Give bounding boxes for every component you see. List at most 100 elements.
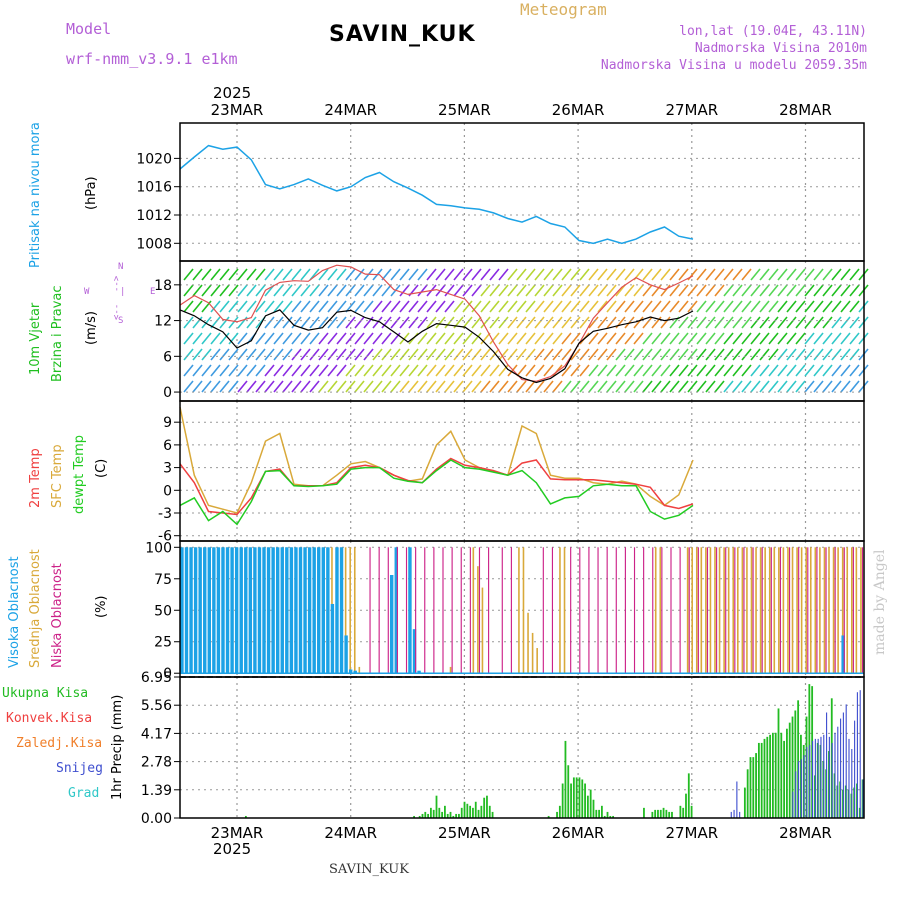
precip-total-bar bbox=[586, 795, 589, 818]
wind-barb bbox=[840, 348, 851, 361]
wind-barb bbox=[336, 332, 347, 345]
wind-barb bbox=[642, 268, 653, 281]
wind-barb bbox=[768, 268, 779, 281]
wind-barb bbox=[741, 300, 752, 313]
cloud-mid-bar bbox=[559, 547, 561, 674]
cloud-mid-bar bbox=[814, 547, 817, 674]
wind-barb bbox=[768, 316, 779, 329]
y-tick-label: 1020 bbox=[136, 151, 172, 167]
wind-barb bbox=[588, 300, 599, 313]
wind-barb bbox=[381, 332, 392, 345]
wind-barb bbox=[732, 348, 743, 361]
cloud-high-bar bbox=[339, 547, 344, 674]
wind-barb bbox=[201, 268, 212, 281]
cloud-mid-bar bbox=[349, 547, 351, 674]
wind-barb bbox=[471, 380, 482, 393]
wind-barb bbox=[750, 332, 761, 345]
wind-barb bbox=[291, 316, 302, 329]
precip-snow-bar bbox=[736, 781, 738, 818]
wind-barb bbox=[345, 268, 356, 281]
wind-barb bbox=[615, 284, 626, 297]
precip-snow-bar bbox=[840, 718, 842, 818]
wind-barb bbox=[777, 268, 788, 281]
wind-barb bbox=[426, 316, 437, 329]
wind-barb bbox=[777, 300, 788, 313]
y-tick-label: 1008 bbox=[136, 236, 172, 252]
wind-barb bbox=[210, 284, 221, 297]
wind-barb bbox=[651, 284, 662, 297]
cloud-mid-bar bbox=[823, 547, 826, 674]
cloud-low-bar bbox=[442, 547, 444, 674]
cloud-mid-bar bbox=[809, 547, 812, 674]
wind-barb bbox=[381, 348, 392, 361]
wind-barb bbox=[543, 364, 554, 377]
wind-barb bbox=[642, 300, 653, 313]
cloud-low-bar bbox=[770, 547, 772, 674]
wind-barb bbox=[462, 380, 473, 393]
precip-snow-bar bbox=[845, 704, 847, 818]
wind-barb bbox=[831, 380, 842, 393]
precip-snow-bar bbox=[856, 692, 858, 818]
precip-total-bar bbox=[547, 815, 550, 818]
wind-barb bbox=[696, 300, 707, 313]
wind-barb bbox=[633, 284, 644, 297]
wind-barb bbox=[642, 364, 653, 377]
cloud-mid-bar bbox=[746, 547, 748, 674]
wind-barb bbox=[435, 380, 446, 393]
cloud-mid-bar bbox=[714, 547, 716, 674]
precip-snow-bar bbox=[859, 690, 861, 818]
wind-barb bbox=[561, 348, 572, 361]
cloud-low-bar bbox=[606, 547, 608, 674]
wind-barb bbox=[237, 300, 248, 313]
precip-total-bar bbox=[564, 740, 567, 818]
wind-barb bbox=[489, 300, 500, 313]
wind-barb bbox=[849, 284, 860, 297]
wind-barb bbox=[291, 300, 302, 313]
cloud-high-bar bbox=[266, 547, 271, 674]
wind-barb bbox=[408, 364, 419, 377]
wind-barb bbox=[255, 380, 266, 393]
cloud-mid-bar bbox=[531, 632, 534, 674]
wind-barb bbox=[723, 268, 734, 281]
cloud-mid-bar bbox=[563, 547, 566, 674]
wind-barb bbox=[597, 268, 608, 281]
precip-snow-bar bbox=[820, 736, 822, 818]
wind-barb bbox=[750, 300, 761, 313]
wind-barb bbox=[687, 364, 698, 377]
cloud-low-bar bbox=[588, 547, 590, 674]
wind-barb bbox=[309, 332, 320, 345]
y-tick-label: -6 bbox=[158, 529, 172, 545]
footer-station: SAVIN_KUK bbox=[329, 862, 409, 877]
cloud-mid-bar bbox=[764, 547, 766, 674]
wind-barb bbox=[624, 284, 635, 297]
wind-barb bbox=[633, 348, 644, 361]
cloud-low-bar bbox=[510, 547, 512, 674]
wind-barb bbox=[426, 364, 437, 377]
wind-barb bbox=[777, 332, 788, 345]
wind-barb bbox=[615, 364, 626, 377]
wind-barb bbox=[228, 300, 239, 313]
precip-legend-snow: Snijeg bbox=[56, 761, 103, 776]
cloud-mid-bar bbox=[449, 666, 452, 674]
wind-barb bbox=[795, 380, 806, 393]
wind-barb bbox=[795, 316, 806, 329]
wind-barb bbox=[723, 364, 734, 377]
wind-barb bbox=[714, 300, 725, 313]
wind-barb bbox=[318, 348, 329, 361]
cloud-high-bar bbox=[253, 547, 257, 674]
wind-barb bbox=[651, 300, 662, 313]
wind-barb bbox=[516, 380, 527, 393]
wind-barb bbox=[318, 300, 329, 313]
wind-barb bbox=[768, 332, 779, 345]
wind-barb bbox=[534, 332, 545, 345]
wind-barb bbox=[642, 348, 653, 361]
wind-barb bbox=[219, 332, 230, 345]
wind-barb bbox=[399, 364, 410, 377]
wind-barb bbox=[534, 380, 545, 393]
cloud-high-bar bbox=[408, 547, 412, 674]
cloud-low-bar bbox=[643, 547, 645, 674]
cloud-low-bar bbox=[460, 547, 462, 674]
cloud-low-bar bbox=[779, 547, 782, 674]
wind-barb bbox=[408, 300, 419, 313]
wind-barb bbox=[264, 268, 275, 281]
